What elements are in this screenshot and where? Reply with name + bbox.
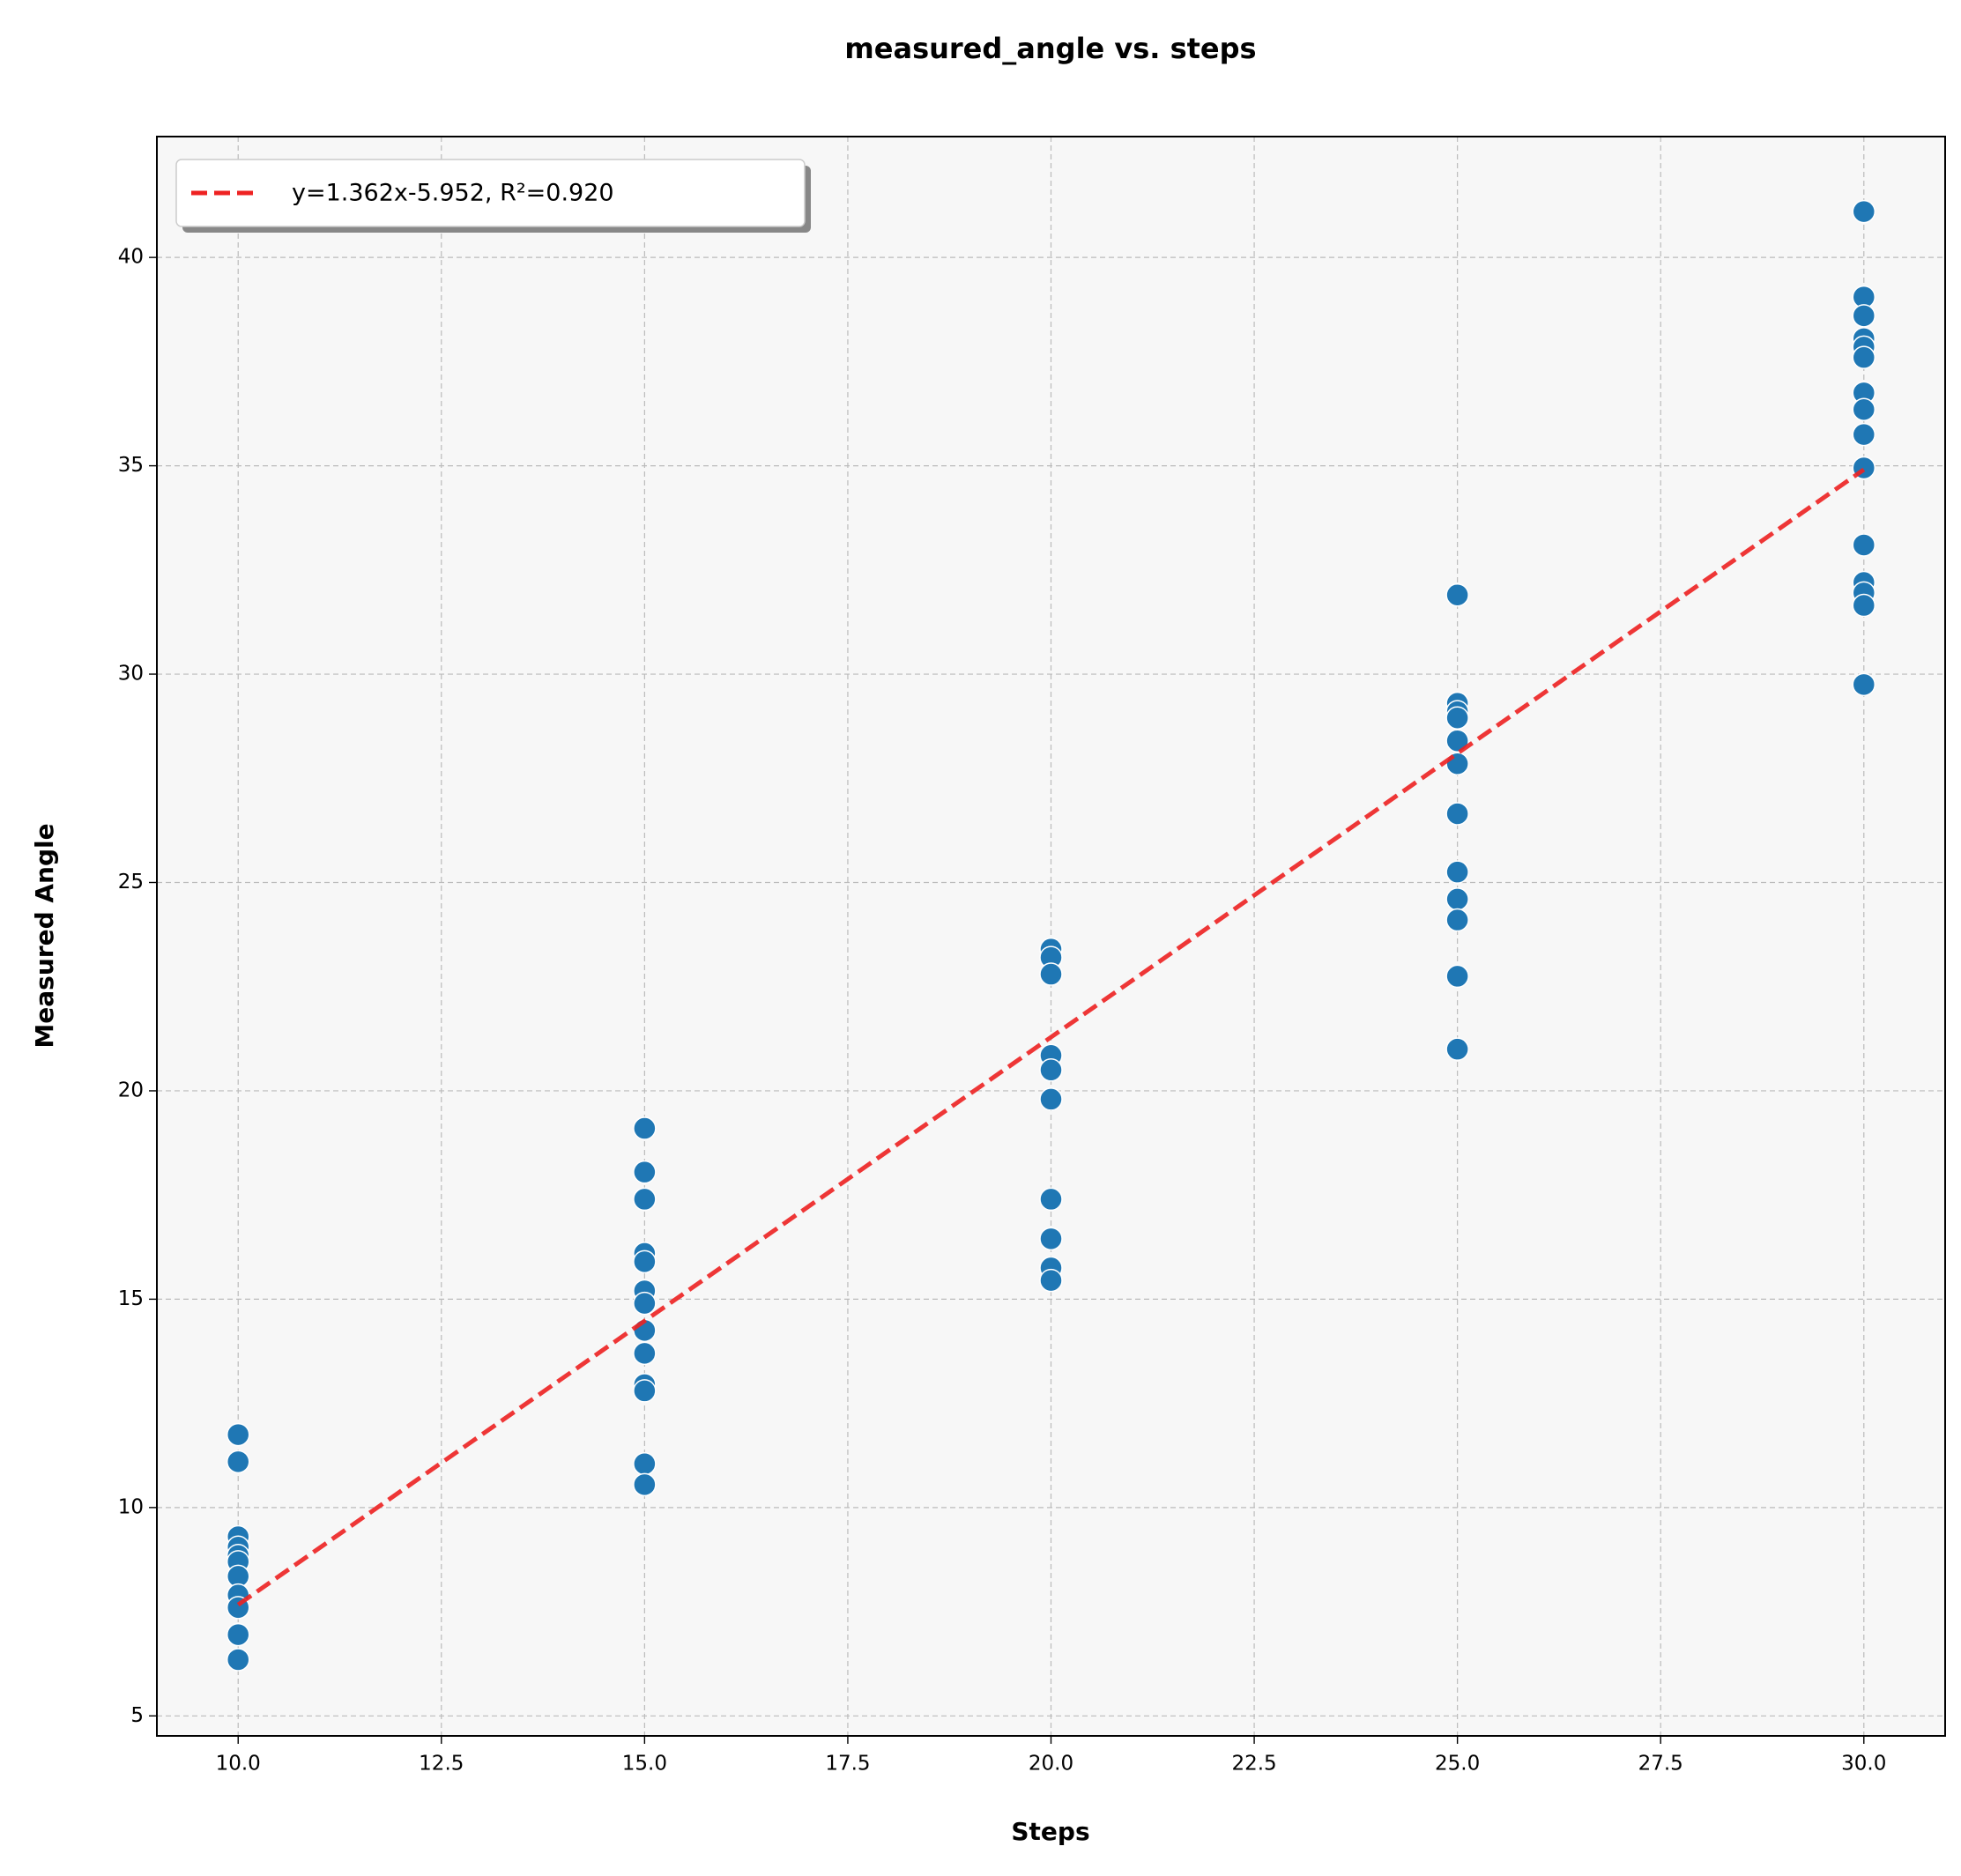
point bbox=[633, 1249, 657, 1274]
point bbox=[1852, 593, 1876, 618]
x-tick-label: 20.0 bbox=[1029, 1753, 1073, 1776]
point bbox=[633, 1291, 657, 1316]
point bbox=[226, 1422, 250, 1447]
point bbox=[226, 1450, 250, 1474]
y-tick-label: 25 bbox=[118, 871, 144, 894]
point bbox=[633, 1379, 657, 1403]
point bbox=[1039, 1187, 1063, 1212]
x-tick-label: 17.5 bbox=[825, 1753, 870, 1776]
point bbox=[633, 1116, 657, 1140]
plot-frame bbox=[156, 136, 1946, 1737]
point bbox=[633, 1451, 657, 1476]
point bbox=[633, 1341, 657, 1366]
x-tick-label: 25.0 bbox=[1435, 1753, 1480, 1776]
x-tick-label: 30.0 bbox=[1841, 1753, 1886, 1776]
point bbox=[226, 1622, 250, 1647]
point bbox=[1445, 706, 1469, 730]
point bbox=[1852, 533, 1876, 557]
x-axis-label: Steps bbox=[1011, 1817, 1089, 1846]
point bbox=[1039, 1087, 1063, 1111]
x-tick-label: 10.0 bbox=[216, 1753, 261, 1776]
point bbox=[1039, 1058, 1063, 1082]
point bbox=[1852, 199, 1876, 224]
point bbox=[1852, 397, 1876, 422]
point bbox=[1445, 752, 1469, 775]
point bbox=[1445, 908, 1469, 932]
y-tick-label: 10 bbox=[118, 1495, 144, 1518]
legend-label: y=1.362x-5.952, R²=0.920 bbox=[292, 180, 614, 207]
point bbox=[226, 1648, 250, 1672]
point bbox=[1445, 964, 1469, 989]
point bbox=[1445, 1037, 1469, 1061]
legend bbox=[175, 159, 806, 227]
y-tick-label: 15 bbox=[118, 1287, 144, 1310]
trend-line bbox=[236, 467, 1866, 1607]
y-axis-label: Measured Angle bbox=[30, 823, 59, 1048]
point bbox=[1445, 887, 1469, 911]
y-tick-label: 5 bbox=[130, 1704, 144, 1727]
point bbox=[1852, 304, 1876, 328]
chart-title: measured_angle vs. steps bbox=[844, 32, 1256, 65]
point bbox=[633, 1160, 657, 1184]
y-tick-label: 40 bbox=[118, 246, 144, 269]
x-tick-label: 22.5 bbox=[1231, 1753, 1276, 1776]
point bbox=[633, 1472, 657, 1497]
x-tick-label: 15.0 bbox=[622, 1753, 667, 1776]
point bbox=[1852, 422, 1876, 447]
y-tick-label: 20 bbox=[118, 1079, 144, 1101]
point bbox=[1445, 582, 1469, 607]
y-tick-label: 30 bbox=[118, 663, 144, 686]
point bbox=[1445, 860, 1469, 884]
point bbox=[1445, 729, 1469, 753]
point bbox=[1852, 345, 1876, 369]
x-tick-label: 12.5 bbox=[419, 1753, 464, 1776]
point bbox=[1039, 1227, 1063, 1251]
point bbox=[633, 1187, 657, 1212]
point bbox=[1039, 962, 1063, 986]
x-tick-label: 27.5 bbox=[1638, 1753, 1683, 1776]
point bbox=[1039, 1268, 1063, 1293]
point bbox=[1852, 672, 1876, 697]
y-tick-label: 35 bbox=[118, 454, 144, 477]
point bbox=[1445, 802, 1469, 826]
